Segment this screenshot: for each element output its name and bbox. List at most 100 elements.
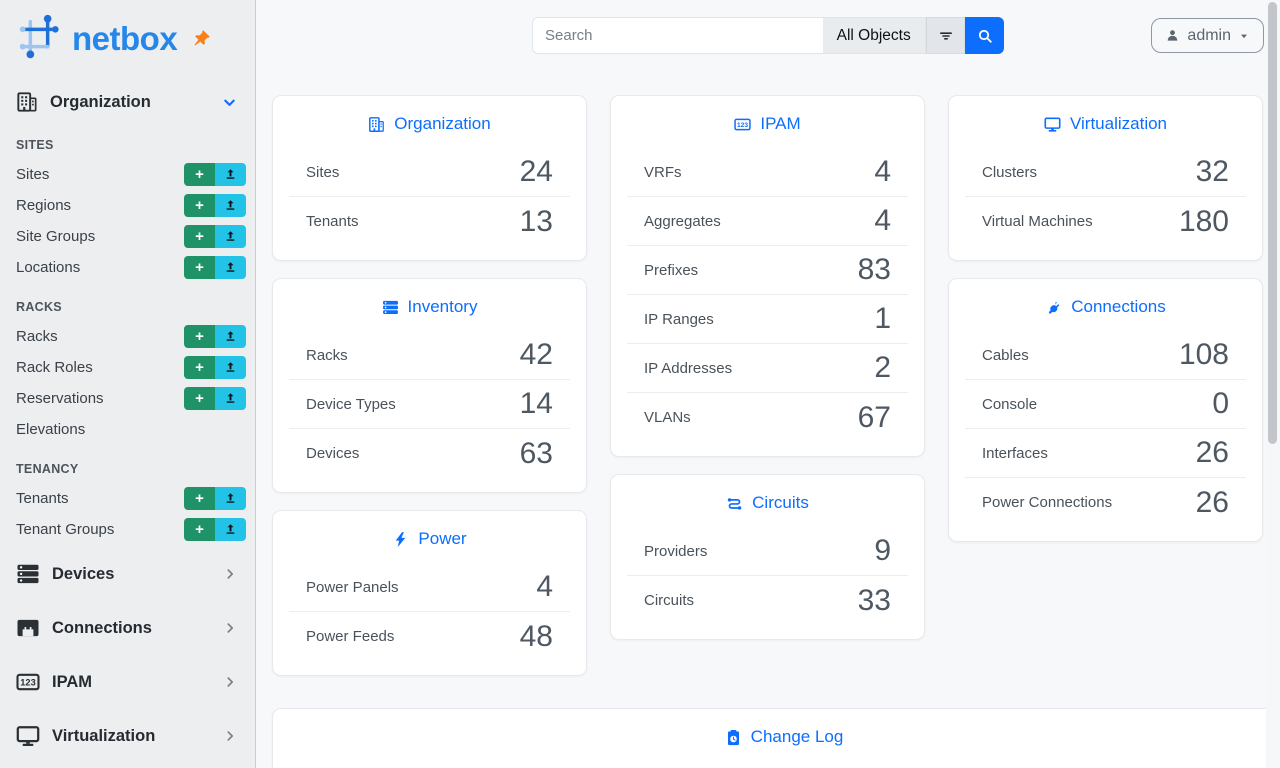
sidebar-item-racks[interactable]: Racks + <box>0 321 255 352</box>
sidebar-item-reservations[interactable]: Reservations + <box>0 383 255 414</box>
import-button[interactable] <box>215 325 246 348</box>
sidebar-item-virtualization[interactable]: Virtualization <box>0 711 255 761</box>
stat-row-power-panels[interactable]: Power Panels 4 <box>289 563 570 612</box>
upload-icon <box>224 199 237 212</box>
sidebar-item-label: Locations <box>16 259 81 276</box>
add-button[interactable]: + <box>184 225 215 248</box>
sidebar-item-tenant-groups[interactable]: Tenant Groups + <box>0 514 255 545</box>
import-button[interactable] <box>215 356 246 379</box>
sidebar-item-locations[interactable]: Locations + <box>0 252 255 283</box>
stat-row-tenants[interactable]: Tenants 13 <box>289 197 570 246</box>
stat-row-devices[interactable]: Devices 63 <box>289 429 570 478</box>
sidebar-item-connections[interactable]: Connections <box>0 603 255 653</box>
card-title-virtualization[interactable]: Virtualization <box>949 96 1262 148</box>
stat-label: IP Addresses <box>644 359 733 377</box>
stat-value: 2 <box>874 351 891 384</box>
netbox-logo-icon[interactable] <box>14 13 64 63</box>
import-button[interactable] <box>215 518 246 541</box>
stat-row-ip-addresses[interactable]: IP Addresses 2 <box>627 344 908 393</box>
import-button[interactable] <box>215 487 246 510</box>
stat-row-vlans[interactable]: VLANs 67 <box>627 393 908 442</box>
add-button[interactable]: + <box>184 256 215 279</box>
add-button[interactable]: + <box>184 325 215 348</box>
card-column-1: Organization Sites 24 Tenants 13 Inv <box>272 95 587 676</box>
lightning-icon <box>392 531 409 548</box>
sidebar-item-tenants[interactable]: Tenants + <box>0 483 255 514</box>
stat-label: Circuits <box>644 592 695 609</box>
add-button[interactable]: + <box>184 163 215 186</box>
main-area: All Objects admin Organization <box>256 0 1280 768</box>
import-button[interactable] <box>215 194 246 217</box>
sidebar-item-site-groups[interactable]: Site Groups + <box>0 221 255 252</box>
add-button[interactable]: + <box>184 487 215 510</box>
chevron-right-icon <box>223 729 237 743</box>
stat-row-vrfs[interactable]: VRFs 4 <box>627 148 908 197</box>
sidebar-item-organization[interactable]: Organization <box>0 83 255 121</box>
brand: netbox <box>0 0 255 63</box>
sidebar-item-label: Site Groups <box>16 228 96 245</box>
add-button[interactable]: + <box>184 518 215 541</box>
filter-button[interactable] <box>925 17 966 54</box>
search-input[interactable] <box>532 17 823 54</box>
add-button[interactable]: + <box>184 194 215 217</box>
stat-value: 32 <box>1195 155 1229 188</box>
stat-label: Device Types <box>306 395 396 413</box>
card-inventory: Inventory Racks 42 Device Types 14 Devic… <box>272 278 587 493</box>
card-title-circuits[interactable]: Circuits <box>611 475 924 527</box>
stat-value: 63 <box>519 436 553 470</box>
stat-label: Power Feeds <box>306 628 395 645</box>
search-scope-select[interactable]: All Objects <box>822 17 926 54</box>
stat-row-providers[interactable]: Providers 9 <box>627 527 908 576</box>
import-button[interactable] <box>215 256 246 279</box>
stat-label: Clusters <box>982 163 1038 181</box>
sidebar-item-elevations[interactable]: Elevations <box>0 414 255 445</box>
card-title-power[interactable]: Power <box>273 511 586 563</box>
search-scope-label: All Objects <box>836 26 911 44</box>
search-button[interactable] <box>965 17 1005 54</box>
card-title-organization[interactable]: Organization <box>273 96 586 148</box>
stat-value: 108 <box>1178 338 1229 371</box>
card-column-2: IPAM VRFs 4 Aggregates 4 Prefixes 83 <box>610 95 925 640</box>
import-button[interactable] <box>215 387 246 410</box>
stat-label: Racks <box>306 346 348 364</box>
upload-icon <box>224 523 237 536</box>
stat-row-interfaces[interactable]: Interfaces 26 <box>965 429 1246 478</box>
stat-row-aggregates[interactable]: Aggregates 4 <box>627 197 908 246</box>
sidebar-group-title-tenancy: TENANCY <box>16 462 79 476</box>
card-title-change-log[interactable]: Change Log <box>273 709 1280 761</box>
pin-icon[interactable] <box>193 29 211 47</box>
sidebar-item-sites[interactable]: Sites + <box>0 159 255 190</box>
sidebar-item-label: Regions <box>16 197 72 214</box>
stat-label: Devices <box>306 445 360 462</box>
stat-row-power-feeds[interactable]: Power Feeds 48 <box>289 612 570 661</box>
brand-name[interactable]: netbox <box>72 19 178 57</box>
card-title-ipam[interactable]: IPAM <box>611 96 924 148</box>
stat-row-device-types[interactable]: Device Types 14 <box>289 380 570 429</box>
sidebar-item-regions[interactable]: Regions + <box>0 190 255 221</box>
import-button[interactable] <box>215 163 246 186</box>
sidebar-item-devices[interactable]: Devices <box>0 549 255 599</box>
stat-row-racks[interactable]: Racks 42 <box>289 331 570 380</box>
dashboard-cards: Organization Sites 24 Tenants 13 Inv <box>256 71 1280 676</box>
stat-row-power-connections[interactable]: Power Connections 26 <box>965 478 1246 527</box>
stat-row-circuits[interactable]: Circuits 33 <box>627 576 908 625</box>
stat-row-sites[interactable]: Sites 24 <box>289 148 570 197</box>
sidebar-item-rack-roles[interactable]: Rack Roles + <box>0 352 255 383</box>
card-title-inventory[interactable]: Inventory <box>273 279 586 331</box>
stat-row-ip-ranges[interactable]: IP Ranges 1 <box>627 295 908 344</box>
stat-row-virtual-machines[interactable]: Virtual Machines 180 <box>965 197 1246 246</box>
add-button[interactable]: + <box>184 356 215 379</box>
stat-row-clusters[interactable]: Clusters 32 <box>965 148 1246 197</box>
vertical-scrollbar-thumb[interactable] <box>1268 2 1277 444</box>
topbar: All Objects admin <box>256 0 1280 71</box>
card-title-connections[interactable]: Connections <box>949 279 1262 331</box>
import-button[interactable] <box>215 225 246 248</box>
stat-label: Prefixes <box>644 261 699 279</box>
upload-icon <box>224 168 237 181</box>
stat-row-prefixes[interactable]: Prefixes 83 <box>627 246 908 295</box>
stat-row-console[interactable]: Console 0 <box>965 380 1246 429</box>
add-button[interactable]: + <box>184 387 215 410</box>
user-menu-button[interactable]: admin <box>1151 18 1264 53</box>
sidebar-item-ipam[interactable]: IPAM <box>0 657 255 707</box>
stat-row-cables[interactable]: Cables 108 <box>965 331 1246 380</box>
